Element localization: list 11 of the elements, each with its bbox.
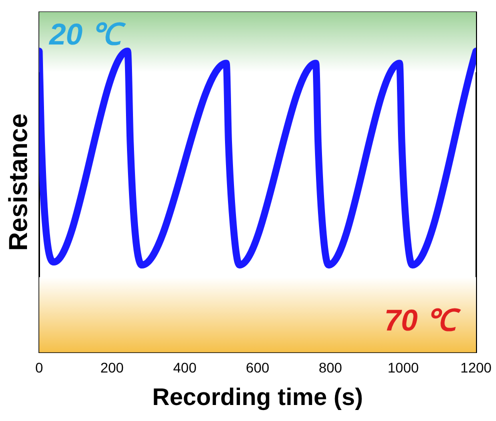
x-tick-label: 400: [173, 360, 197, 376]
x-tick-label: 200: [100, 360, 124, 376]
y-axis-title: Resistance: [2, 114, 33, 251]
x-tick-label: 1200: [460, 360, 492, 376]
x-tick-label: 800: [318, 360, 342, 376]
x-tick-label: 0: [35, 360, 44, 376]
x-axis-title: Recording time (s): [152, 384, 363, 412]
band-label: 70 ℃: [384, 304, 461, 338]
x-tick-label: 600: [246, 360, 270, 376]
x-tick-label: 1000: [388, 360, 419, 376]
band-label: 20 ℃: [48, 18, 126, 52]
